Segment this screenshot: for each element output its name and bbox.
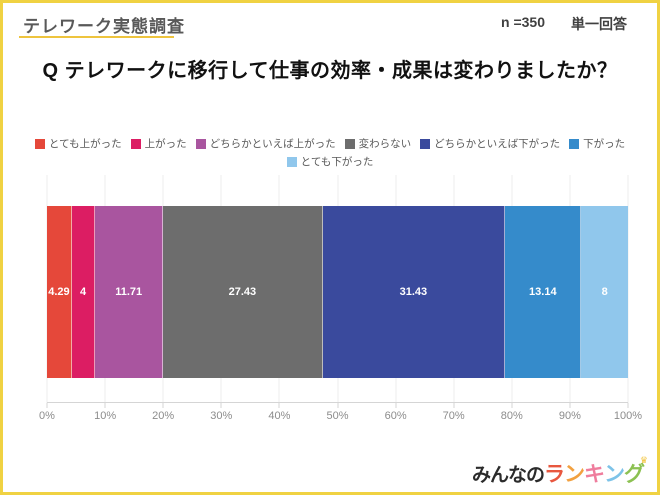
survey-title: テレワーク実態調査 <box>23 17 185 36</box>
x-tick-label: 0% <box>39 410 55 422</box>
legend-item: どちらかといえば下がった <box>420 136 560 151</box>
question-title: Q テレワークに移行して仕事の効率・成果は変わりましたか？ <box>42 60 618 82</box>
x-tick-label: 50% <box>326 410 349 422</box>
x-tick-mark <box>395 403 397 408</box>
legend-label: どちらかといえば下がった <box>434 138 561 150</box>
x-tick-mark <box>220 403 222 408</box>
bar-segment: 4.29 <box>47 206 72 378</box>
x-tick-mark <box>278 403 280 408</box>
x-tick-label: 70% <box>442 410 465 422</box>
crown-icon: ♛ <box>639 455 648 465</box>
legend-item: どちらかといえば上がった <box>195 136 336 151</box>
legend-item: 上がった <box>130 136 187 151</box>
x-axis: 0% 10% 20% 30% 40% 50% 60% 70% 80% 90% 100% <box>39 403 642 433</box>
bar-segment: 13.14 <box>505 206 582 378</box>
legend-swatch <box>344 138 355 149</box>
bar-segment: 31.43 <box>322 206 506 378</box>
sample-size: n =350 <box>501 14 545 30</box>
legend-swatch <box>130 138 141 149</box>
x-tick-label: 30% <box>210 410 233 422</box>
x-axis-line <box>47 402 628 403</box>
legend-swatch <box>420 138 431 149</box>
answer-type: 単一回答 <box>571 16 627 32</box>
bar-segment-value: 13.14 <box>529 286 557 298</box>
legend-row-2: とても下がった <box>286 154 374 169</box>
legend-label: 変わらない <box>358 138 412 150</box>
bar-segment-value: 31.43 <box>399 286 428 298</box>
logo-letter: キ <box>584 463 605 486</box>
logo-letter: ラ <box>544 463 565 486</box>
legend-swatch <box>286 156 297 167</box>
logo-letter: グ ♛ <box>624 455 648 486</box>
legend-item: とても下がった <box>286 154 374 169</box>
legend-label: 下がった <box>583 138 626 150</box>
x-tick-label: 20% <box>152 410 175 422</box>
chart-legend: とても上がった 上がった どちらかといえば上がった 変わらない どちらかといえば下がった… <box>3 136 657 169</box>
legend-row-1: とても上がった 上がった どちらかといえば上がった 変わらない どちらかといえば下がった… <box>34 136 625 151</box>
gridline <box>627 175 629 403</box>
bar-segment-value: 4.29 <box>48 286 70 298</box>
header-meta: n =350 単一回答 <box>501 14 627 34</box>
logo-colored-letters: ランキング ♛ <box>544 455 648 486</box>
bar-segment: 4 <box>71 206 96 378</box>
x-tick-mark <box>337 403 338 408</box>
logo-prefix: みんなの <box>471 465 545 486</box>
legend-swatch <box>34 138 45 149</box>
x-tick-mark <box>453 403 455 408</box>
x-tick-mark <box>627 403 629 408</box>
legend-swatch <box>195 138 206 149</box>
logo-letter: ン <box>564 463 585 486</box>
stacked-bar: 4.29 4 11.71 27.43 31.43 13.14 8 <box>47 206 628 378</box>
legend-swatch <box>569 138 580 149</box>
x-tick-mark <box>46 403 48 408</box>
x-tick-mark <box>511 403 513 408</box>
x-tick-mark <box>104 403 106 408</box>
title-underline <box>19 36 174 38</box>
bar-segment-value: 27.43 <box>228 286 257 298</box>
bar-segment-value: 8 <box>601 286 608 298</box>
legend-item: 変わらない <box>344 136 412 151</box>
x-tick-mark <box>569 403 571 408</box>
x-tick-label: 90% <box>558 410 581 422</box>
x-tick-label: 10% <box>94 410 117 422</box>
x-tick-label: 100% <box>613 410 643 422</box>
logo-letter: ン <box>604 463 625 486</box>
legend-label: どちらかといえば上がった <box>209 138 336 150</box>
bar-segment-value: 4 <box>79 286 87 298</box>
bar-segment: 27.43 <box>163 206 323 378</box>
x-tick-label: 60% <box>384 410 407 422</box>
minna-no-ranking-logo: みんなの ランキング ♛ <box>471 455 648 486</box>
x-tick-label: 80% <box>500 410 523 422</box>
legend-label: とても下がった <box>300 156 374 168</box>
x-tick-mark <box>162 403 164 408</box>
bar-segment-value: 11.71 <box>115 286 143 298</box>
bar-segment: 8 <box>581 206 628 378</box>
plot-area: 4.29 4 11.71 27.43 31.43 13.14 8 <box>46 175 629 403</box>
bar-segment: 11.71 <box>95 206 164 378</box>
legend-item: とても上がった <box>34 136 122 151</box>
legend-label: とても上がった <box>48 138 122 150</box>
legend-item: 下がった <box>569 136 625 151</box>
x-tick-label: 40% <box>268 410 291 422</box>
legend-label: 上がった <box>144 138 187 150</box>
